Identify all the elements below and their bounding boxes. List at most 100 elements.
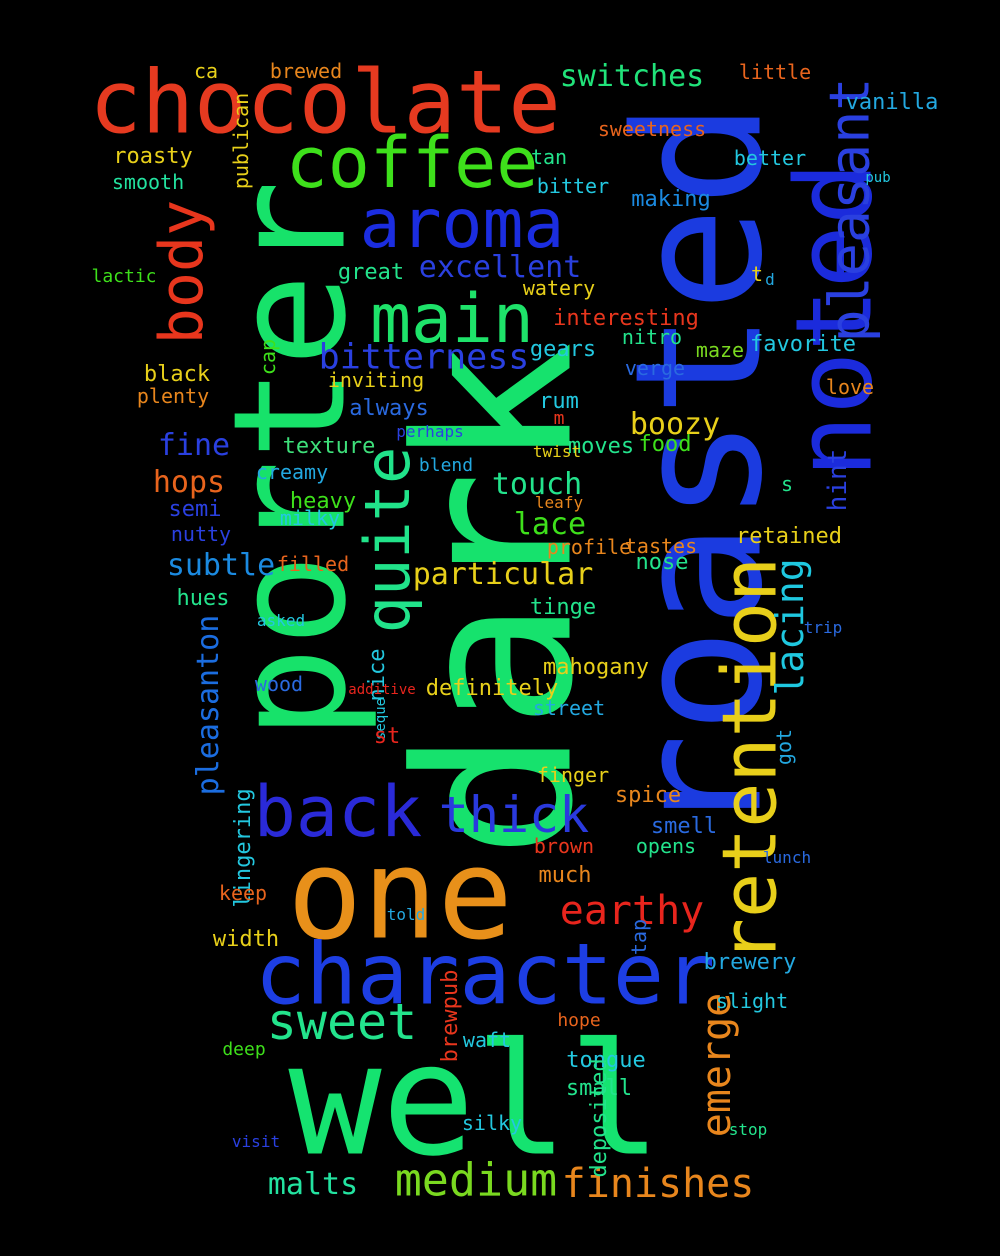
word-hops: hops	[152, 465, 226, 500]
word-d: d	[765, 270, 775, 289]
word-well: well	[288, 1009, 662, 1191]
word-sweet: sweet	[266, 993, 418, 1051]
word-wood: wood	[254, 672, 304, 696]
word-body: body	[147, 199, 217, 345]
word-brewpub: brewpub	[438, 969, 463, 1063]
word-brewery: brewery	[703, 950, 797, 975]
word-brown: brown	[533, 834, 595, 858]
word-food: food	[638, 432, 692, 457]
word-quite: quite	[351, 446, 424, 634]
word-twist: twist	[532, 442, 582, 461]
word-gears: gears	[529, 337, 597, 362]
word-pleasant: pleasant	[817, 77, 882, 343]
word-asked: asked	[256, 611, 306, 630]
word-chocolate: chocolate	[89, 51, 561, 154]
word-told: told	[386, 905, 426, 924]
word-particular: particular	[412, 557, 594, 592]
word-excellent: excellent	[418, 250, 582, 285]
word-brewed: brewed	[269, 59, 343, 83]
word-small: small	[565, 1076, 633, 1101]
word-favorite: favorite	[750, 332, 856, 357]
word-boozy: boozy	[629, 407, 721, 442]
word-visit: visit	[231, 1132, 281, 1151]
word-rum: rum	[539, 389, 579, 414]
word-inviting: inviting	[327, 368, 425, 392]
word-main: main	[370, 280, 534, 359]
word-coffee: coffee	[285, 122, 539, 204]
word-deep: deep	[222, 1039, 266, 1060]
word-st: st	[373, 724, 401, 749]
word-s: s	[780, 472, 794, 496]
word-semi: semi	[168, 497, 222, 522]
word-cap: cap	[256, 338, 280, 376]
word-tongue: tongue	[566, 1048, 646, 1073]
word-emerge: emerge	[694, 992, 740, 1138]
word-great: great	[337, 260, 405, 285]
word-nutty: nutty	[170, 522, 232, 546]
word-one: one	[287, 822, 513, 968]
word-leafy: leafy	[534, 493, 584, 512]
word-medium: medium	[394, 1153, 558, 1207]
word-spice: spice	[614, 783, 682, 808]
word-filled: filled	[276, 552, 350, 576]
word-blend: blend	[418, 455, 474, 476]
word-lunch: lunch	[762, 848, 812, 867]
word-additive: additive	[348, 682, 416, 698]
word-texture: texture	[282, 434, 376, 459]
word-always: always	[349, 396, 429, 421]
word-m: m	[553, 408, 565, 429]
word-plenty: plenty	[136, 384, 210, 408]
word-thick: thick	[438, 786, 590, 844]
word-t: t	[750, 262, 764, 286]
word-finishes: finishes	[561, 1161, 755, 1207]
word-tap: tap	[627, 918, 651, 956]
word-heavy: heavy	[289, 489, 357, 514]
word-hope: hope	[557, 1010, 601, 1031]
word-finger: finger	[536, 763, 610, 787]
word-definitely: definitely	[425, 676, 559, 701]
word-milky: milky	[279, 506, 341, 530]
word-smell: smell	[650, 814, 718, 839]
word-street: street	[532, 696, 606, 720]
word-slight: slight	[715, 989, 789, 1013]
word-bitter: bitter	[536, 174, 610, 198]
word-silky: silky	[461, 1111, 523, 1135]
word-making: making	[631, 187, 711, 212]
word-aroma: aroma	[359, 185, 565, 264]
word-earthy: earthy	[559, 888, 705, 934]
word-profile: profile	[546, 535, 632, 559]
word-nose: nose	[635, 550, 689, 575]
word-tastes: tastes	[624, 534, 698, 558]
word-smooth: smooth	[111, 170, 185, 194]
word-fine: fine	[157, 428, 231, 463]
word-tinge: tinge	[529, 595, 597, 620]
word-verge: verge	[624, 356, 686, 380]
word-stop: stop	[728, 1120, 768, 1139]
word-hint: hint	[823, 448, 853, 512]
word-keep: keep	[218, 881, 268, 905]
word-watery: watery	[522, 276, 596, 300]
word-ca: ca	[193, 59, 219, 83]
word-waft: waft	[462, 1028, 512, 1052]
word-lactic: lactic	[91, 266, 157, 287]
word-bitterness: bitterness	[318, 337, 530, 378]
word-tan: tan	[530, 145, 568, 169]
word-switches: switches	[559, 59, 705, 94]
word-width: width	[212, 927, 280, 952]
word-trip: trip	[803, 618, 843, 637]
word-lace: lace	[513, 507, 587, 542]
word-little: little	[738, 60, 812, 84]
word-better: better	[733, 146, 807, 170]
word-subtle: subtle	[166, 548, 276, 583]
word-publican: publican	[229, 92, 253, 190]
word-retained: retained	[736, 524, 842, 549]
word-back: back	[253, 771, 423, 853]
word-hues: hues	[176, 586, 230, 611]
word-touch: touch	[491, 467, 583, 502]
word-malts: malts	[267, 1167, 359, 1202]
word-moves: moves	[567, 434, 635, 459]
word-mahogany: mahogany	[543, 655, 649, 680]
word-character: character	[254, 925, 716, 1025]
word-vanilla: vanilla	[845, 90, 939, 115]
